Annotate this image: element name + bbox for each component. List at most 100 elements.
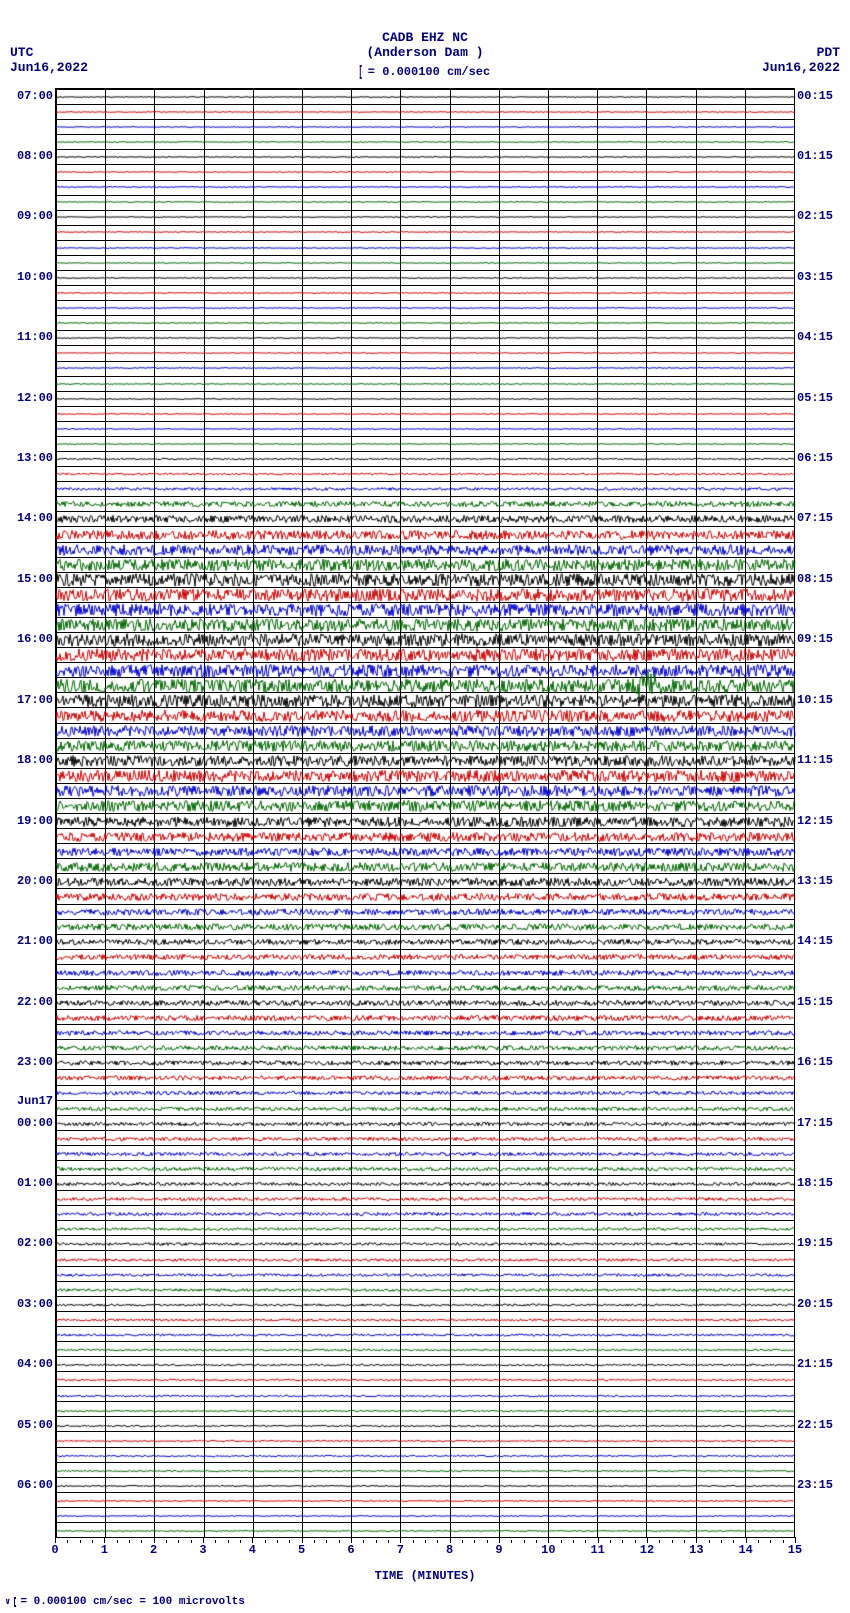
- x-tick-minor: [783, 1540, 784, 1543]
- left-time-label: 00:00: [17, 1116, 53, 1130]
- x-tick-mark: [696, 1537, 697, 1543]
- x-tick-mark: [302, 1537, 303, 1543]
- right-time-label: 18:15: [797, 1176, 833, 1190]
- scale-bar-icon: [360, 65, 362, 79]
- x-tick-minor: [474, 1540, 475, 1543]
- x-tick-minor: [635, 1540, 636, 1543]
- x-tick-minor: [684, 1540, 685, 1543]
- left-time-label: 20:00: [17, 874, 53, 888]
- x-tick-minor: [561, 1540, 562, 1543]
- x-tick-minor: [721, 1540, 722, 1543]
- right-time-label: 23:15: [797, 1478, 833, 1492]
- x-tick-minor: [166, 1540, 167, 1543]
- left-time-label: 11:00: [17, 330, 53, 344]
- left-date: Jun16,2022: [10, 60, 88, 75]
- right-time-label: 06:15: [797, 451, 833, 465]
- x-tick-minor: [228, 1540, 229, 1543]
- header-right: PDT Jun16,2022: [762, 45, 840, 75]
- x-tick-label: 3: [199, 1543, 206, 1557]
- right-time-label: 07:15: [797, 511, 833, 525]
- right-time-label: 04:15: [797, 330, 833, 344]
- x-tick-minor: [585, 1540, 586, 1543]
- right-time-label: 01:15: [797, 149, 833, 163]
- x-tick-minor: [758, 1540, 759, 1543]
- x-tick-minor: [437, 1540, 438, 1543]
- right-date: Jun16,2022: [762, 60, 840, 75]
- x-tick-minor: [770, 1540, 771, 1543]
- x-tick-minor: [659, 1540, 660, 1543]
- left-time-label: 22:00: [17, 995, 53, 1009]
- x-tick-label: 15: [788, 1543, 802, 1557]
- x-tick-mark: [450, 1537, 451, 1543]
- right-time-labels: 00:1501:1502:1503:1504:1505:1506:1507:15…: [795, 88, 840, 1533]
- x-tick-label: 6: [347, 1543, 354, 1557]
- x-tick-minor: [573, 1540, 574, 1543]
- x-tick-label: 13: [689, 1543, 703, 1557]
- x-tick-label: 4: [249, 1543, 256, 1557]
- right-time-label: 12:15: [797, 814, 833, 828]
- x-tick-minor: [67, 1540, 68, 1543]
- x-tick-label: 2: [150, 1543, 157, 1557]
- x-tick-label: 1: [101, 1543, 108, 1557]
- scale-text: = 0.000100 cm/sec: [368, 65, 490, 79]
- x-tick-minor: [289, 1540, 290, 1543]
- x-tick-minor: [314, 1540, 315, 1543]
- x-tick-label: 11: [590, 1543, 604, 1557]
- x-tick-minor: [425, 1540, 426, 1543]
- x-tick-label: 9: [495, 1543, 502, 1557]
- right-time-label: 22:15: [797, 1418, 833, 1432]
- left-time-label: 07:00: [17, 89, 53, 103]
- x-tick-minor: [80, 1540, 81, 1543]
- left-tz: UTC: [10, 45, 88, 60]
- x-tick-mark: [154, 1537, 155, 1543]
- x-tick-mark: [55, 1537, 56, 1543]
- left-time-label: 23:00: [17, 1055, 53, 1069]
- right-time-label: 10:15: [797, 693, 833, 707]
- x-tick-minor: [388, 1540, 389, 1543]
- right-time-label: 00:15: [797, 89, 833, 103]
- right-tz: PDT: [762, 45, 840, 60]
- x-tick-minor: [215, 1540, 216, 1543]
- x-tick-minor: [376, 1540, 377, 1543]
- left-time-label: 05:00: [17, 1418, 53, 1432]
- x-tick-minor: [536, 1540, 537, 1543]
- left-time-label: 10:00: [17, 270, 53, 284]
- x-tick-minor: [141, 1540, 142, 1543]
- x-tick-minor: [129, 1540, 130, 1543]
- scale-indicator: = 0.000100 cm/sec: [360, 65, 490, 79]
- x-axis-label: TIME (MINUTES): [375, 1569, 476, 1583]
- left-time-label: 17:00: [17, 693, 53, 707]
- x-tick-minor: [240, 1540, 241, 1543]
- header-left: UTC Jun16,2022: [10, 45, 88, 75]
- left-time-label: 04:00: [17, 1357, 53, 1371]
- x-tick-minor: [672, 1540, 673, 1543]
- left-time-label: 18:00: [17, 753, 53, 767]
- seismogram-plot: [55, 88, 795, 1538]
- x-tick-minor: [117, 1540, 118, 1543]
- footer-text: = 0.000100 cm/sec = 100 microvolts: [20, 1596, 244, 1608]
- x-tick-label: 10: [541, 1543, 555, 1557]
- x-tick-minor: [462, 1540, 463, 1543]
- x-tick-label: 8: [446, 1543, 453, 1557]
- left-time-label: Jun17: [17, 1094, 53, 1108]
- x-tick-mark: [203, 1537, 204, 1543]
- x-tick-label: 14: [738, 1543, 752, 1557]
- x-tick-minor: [326, 1540, 327, 1543]
- x-tick-label: 7: [397, 1543, 404, 1557]
- x-tick-mark: [351, 1537, 352, 1543]
- x-tick-label: 12: [640, 1543, 654, 1557]
- right-time-label: 21:15: [797, 1357, 833, 1371]
- x-tick-minor: [622, 1540, 623, 1543]
- x-tick-minor: [487, 1540, 488, 1543]
- station-code: CADB EHZ NC: [366, 30, 483, 45]
- right-time-label: 19:15: [797, 1236, 833, 1250]
- header-center: CADB EHZ NC (Anderson Dam ): [366, 30, 483, 60]
- right-time-label: 02:15: [797, 209, 833, 223]
- station-name: (Anderson Dam ): [366, 45, 483, 60]
- x-tick-mark: [598, 1537, 599, 1543]
- left-time-label: 09:00: [17, 209, 53, 223]
- x-tick-minor: [524, 1540, 525, 1543]
- left-time-label: 14:00: [17, 511, 53, 525]
- x-tick-mark: [499, 1537, 500, 1543]
- x-tick-mark: [548, 1537, 549, 1543]
